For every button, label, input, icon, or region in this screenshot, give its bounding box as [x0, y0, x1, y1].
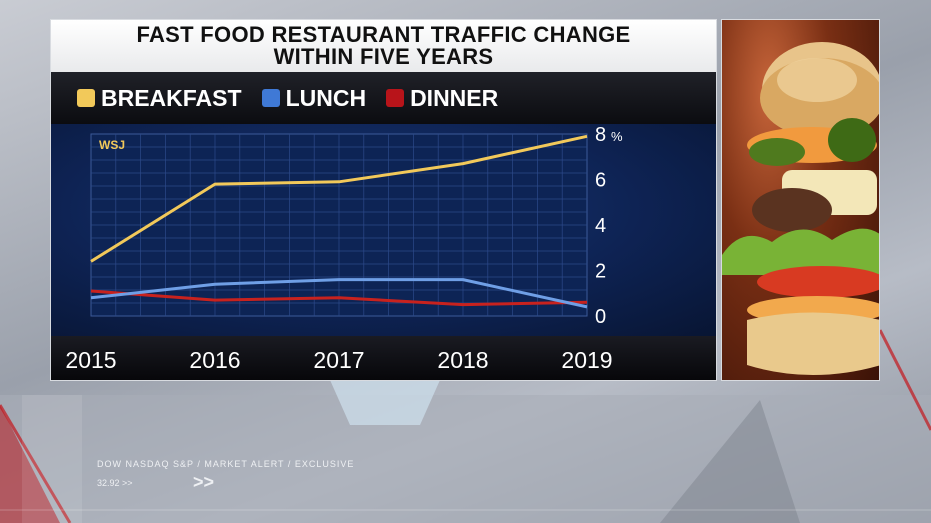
burger-illustration	[722, 42, 879, 375]
source-label: WSJ	[99, 138, 125, 152]
legend-swatch-lunch	[261, 89, 280, 107]
y-tick-label: 2	[595, 261, 606, 283]
ticker-value: 32.92 >>	[97, 478, 133, 488]
legend-label-lunch: LUNCH	[285, 84, 367, 111]
ticker-text: DOW NASDAQ S&P / MARKET ALERT / EXCLUSIV…	[97, 459, 355, 469]
legend-item-lunch: LUNCH	[261, 84, 367, 112]
chart-title-line-2: WITHIN FIVE YEARS	[273, 44, 494, 69]
chart-legend: BREAKFAST LUNCH DINNER	[51, 72, 716, 124]
y-tick-label: 6	[595, 170, 606, 192]
chart-title-line-1: FAST FOOD RESTAURANT TRAFFIC CHANGE	[136, 22, 631, 47]
x-tick-label: 2019	[561, 347, 612, 373]
y-tick-label: 0	[595, 306, 606, 328]
legend-label-dinner: DINNER	[410, 84, 499, 111]
ticker-arrows-icon: >>	[193, 472, 215, 492]
series-line-lunch	[90, 278, 588, 309]
legend-swatch-dinner	[386, 89, 405, 107]
series-line-dinner	[90, 289, 588, 307]
x-axis-labels: 2015 2016 2017 2018 2019	[65, 347, 612, 373]
x-tick-label: 2016	[189, 347, 240, 373]
x-tick-label: 2015	[65, 347, 116, 373]
legend-item-dinner: DINNER	[386, 85, 498, 112]
x-tick-label: 2018	[437, 347, 488, 373]
legend-swatch-breakfast	[77, 89, 95, 107]
legend-item-breakfast: BREAKFAST	[77, 85, 242, 112]
legend-label-breakfast: BREAKFAST	[101, 84, 242, 111]
y-tick-label: 4	[595, 215, 606, 237]
line-chart: WSJ 0 2 4 6 8%	[90, 124, 623, 328]
series-line-breakfast	[90, 134, 588, 263]
y-unit-label: %	[611, 129, 623, 144]
chart-plot-area: WSJ 0 2 4 6 8%	[51, 124, 716, 336]
chart-panel: FAST FOOD RESTAURANT TRAFFIC CHANGE WITH…	[50, 19, 717, 381]
x-tick-label: 2017	[313, 347, 364, 373]
chart-title-bar: FAST FOOD RESTAURANT TRAFFIC CHANGE WITH…	[51, 20, 716, 72]
y-tick-label: 8	[595, 124, 606, 146]
x-axis-bar: 2015 2016 2017 2018 2019	[51, 336, 716, 380]
burger-image	[721, 19, 880, 381]
